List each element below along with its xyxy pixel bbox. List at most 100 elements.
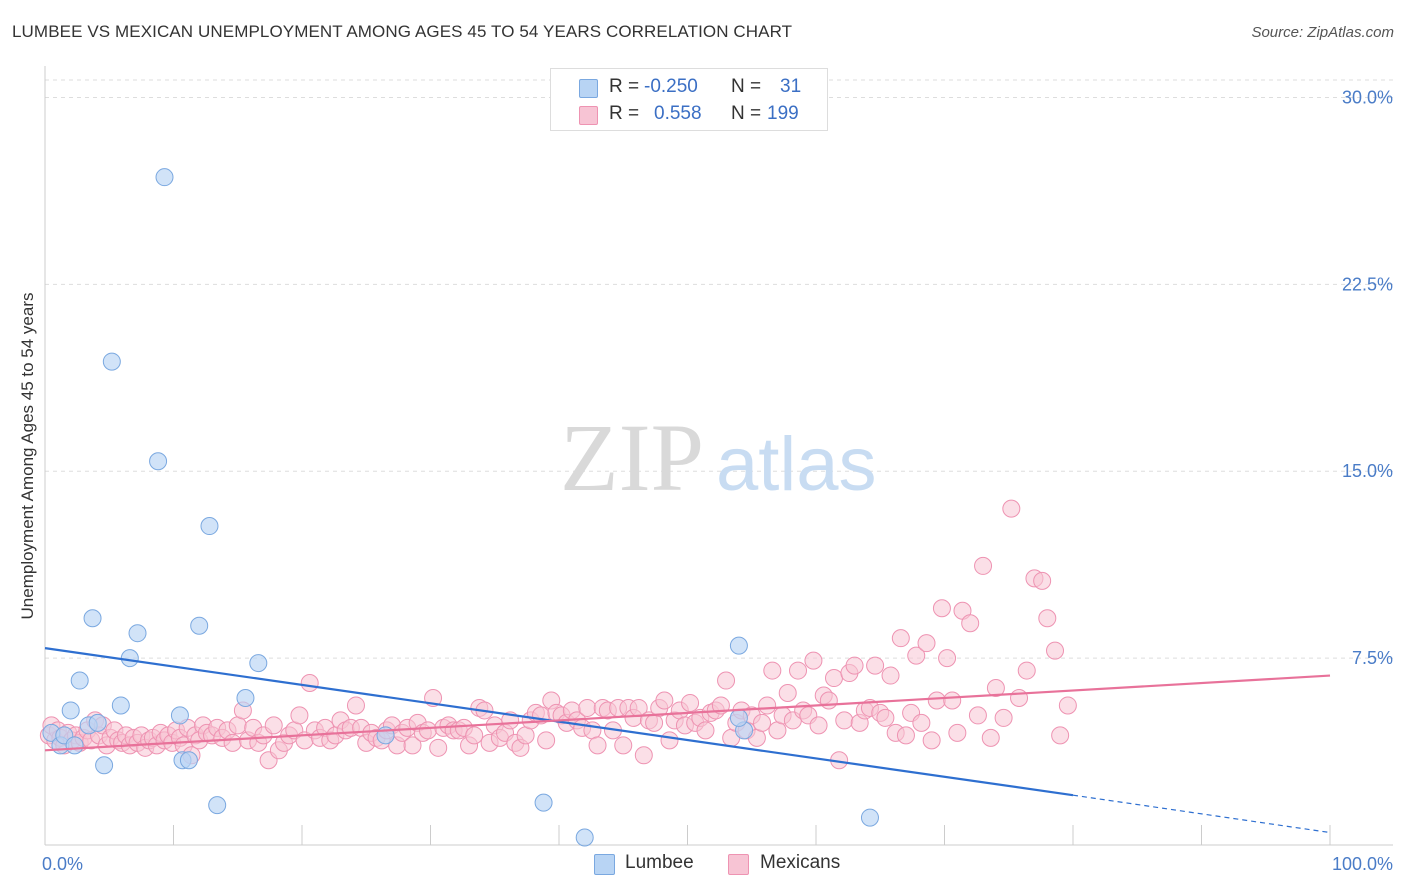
trend-line-lumbee-extension <box>1072 794 1331 834</box>
data-point-mexicans <box>778 683 797 702</box>
data-point-lumbee <box>179 751 198 770</box>
data-point-mexicans <box>974 556 993 575</box>
data-point-lumbee <box>200 517 219 536</box>
data-point-mexicans <box>1017 661 1036 680</box>
data-point-lumbee <box>575 828 594 847</box>
data-point-mexicans <box>429 738 448 757</box>
data-point-mexicans <box>681 693 700 712</box>
data-point-lumbee <box>111 696 130 715</box>
legend-r-value-mexicans: 0.558 <box>654 103 702 124</box>
data-point-lumbee <box>170 706 189 725</box>
data-point-mexicans <box>994 708 1013 727</box>
legend-n-value-lumbee: 31 <box>780 76 802 97</box>
data-point-lumbee <box>236 688 255 707</box>
data-point-mexicans <box>516 726 535 745</box>
data-point-mexicans <box>927 691 946 710</box>
data-point-mexicans <box>403 736 422 755</box>
data-point-mexicans <box>932 599 951 618</box>
data-point-mexicans <box>465 726 484 745</box>
tick-labels: 7.5% 15.0% 22.5% 30.0% 0.0% 100.0% <box>42 87 1393 874</box>
data-point-mexicans <box>907 646 926 665</box>
data-point-lumbee <box>190 616 209 635</box>
y-tick-label: 7.5% <box>1352 648 1393 668</box>
series-lumbee <box>42 168 879 847</box>
data-point-mexicans <box>1038 609 1057 628</box>
watermark-atlas: atlas <box>716 422 877 507</box>
data-point-mexicans <box>290 706 309 725</box>
data-point-mexicans <box>645 713 664 732</box>
data-point-mexicans <box>961 614 980 633</box>
legend-r-value-lumbee: -0.250 <box>644 76 698 97</box>
watermark-zip: ZIP <box>560 404 704 511</box>
data-point-mexicans <box>583 721 602 740</box>
data-point-lumbee <box>208 796 227 815</box>
data-point-lumbee <box>65 736 84 755</box>
data-point-mexicans <box>578 698 597 717</box>
bottom-legend-swatch-mexicans <box>728 854 749 875</box>
legend-n-label: N = <box>731 76 762 97</box>
data-point-mexicans <box>696 721 715 740</box>
data-point-mexicans <box>938 649 957 668</box>
data-point-mexicans <box>763 661 782 680</box>
y-tick-label: 22.5% <box>1342 274 1393 294</box>
data-point-lumbee <box>95 756 114 775</box>
data-point-mexicans <box>789 661 808 680</box>
trend-line-lumbee <box>44 647 1074 797</box>
data-point-mexicans <box>891 629 910 648</box>
data-point-mexicans <box>943 691 962 710</box>
x-tick-label: 100.0% <box>1332 854 1393 874</box>
data-point-mexicans <box>835 711 854 730</box>
data-point-mexicans <box>912 713 931 732</box>
data-point-mexicans <box>660 731 679 750</box>
data-point-mexicans <box>1033 571 1052 590</box>
data-point-mexicans <box>768 721 787 740</box>
data-point-lumbee <box>102 352 121 371</box>
data-point-mexicans <box>223 733 242 752</box>
data-point-mexicans <box>986 679 1005 698</box>
trend-line-mexicans <box>44 674 1331 752</box>
data-point-mexicans <box>418 721 437 740</box>
data-point-lumbee <box>128 624 147 643</box>
data-point-lumbee <box>860 808 879 827</box>
data-point-mexicans <box>758 696 777 715</box>
data-point-mexicans <box>614 736 633 755</box>
data-point-mexicans <box>809 716 828 735</box>
data-point-mexicans <box>804 651 823 670</box>
data-point-mexicans <box>845 656 864 675</box>
data-point-mexicans <box>896 726 915 745</box>
grid-lines <box>45 79 1393 659</box>
data-point-lumbee <box>88 713 107 732</box>
data-point-mexicans <box>948 723 967 742</box>
bottom-legend-swatch-lumbee <box>594 854 615 875</box>
correlation-legend: R = -0.250 N = 31 R = 0.558 N = 199 <box>550 68 828 131</box>
data-point-lumbee <box>70 671 89 690</box>
y-tick-label: 15.0% <box>1342 461 1393 481</box>
data-point-mexicans <box>922 731 941 750</box>
data-point-mexicans <box>1058 696 1077 715</box>
data-point-mexicans <box>634 746 653 765</box>
legend-r-label: R = <box>609 76 640 97</box>
x-tick-label: 0.0% <box>42 854 83 874</box>
data-point-mexicans <box>588 736 607 755</box>
data-point-mexicans <box>346 696 365 715</box>
legend-n-value-mexicans: 199 <box>767 103 799 124</box>
data-point-lumbee <box>729 708 748 727</box>
data-point-lumbee <box>149 452 168 471</box>
data-point-lumbee <box>61 701 80 720</box>
chart-title: LUMBEE VS MEXICAN UNEMPLOYMENT AMONG AGE… <box>12 22 793 41</box>
data-point-mexicans <box>300 674 319 693</box>
data-point-mexicans <box>1051 726 1070 745</box>
data-point-mexicans <box>717 671 736 690</box>
data-point-mexicans <box>1002 499 1021 518</box>
y-axis-label: Unemployment Among Ages 45 to 54 years <box>18 293 37 620</box>
data-point-lumbee <box>729 636 748 655</box>
legend-n-label: N = <box>731 103 762 124</box>
data-point-mexicans <box>228 716 247 735</box>
data-point-mexicans <box>917 634 936 653</box>
data-point-mexicans <box>1046 641 1065 660</box>
data-point-mexicans <box>981 728 1000 747</box>
data-point-mexicans <box>753 713 772 732</box>
data-point-mexicans <box>1010 688 1029 707</box>
data-point-mexicans <box>264 716 283 735</box>
data-point-lumbee <box>249 654 268 673</box>
